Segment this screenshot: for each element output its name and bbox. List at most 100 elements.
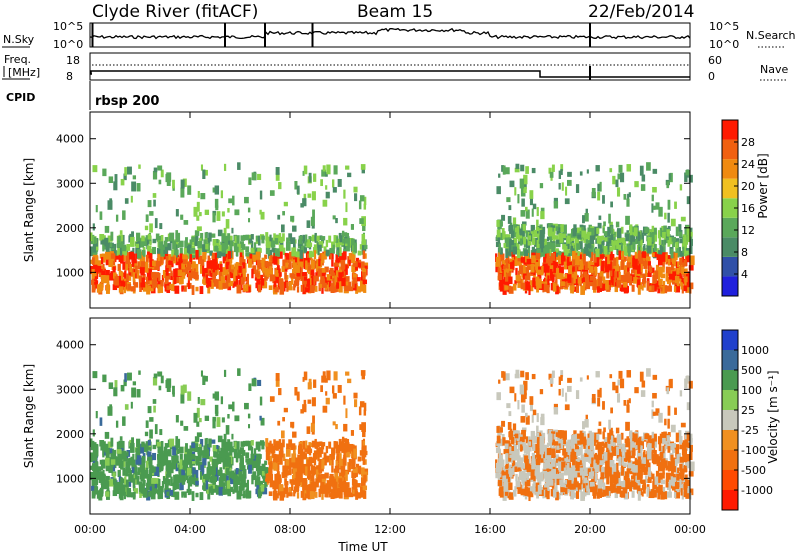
power-cell xyxy=(620,172,625,183)
velocity-cell xyxy=(275,373,280,381)
power-cell xyxy=(524,249,529,257)
power-cell xyxy=(212,259,216,269)
velocity-cell xyxy=(512,489,517,497)
power-cell xyxy=(140,261,146,269)
velocity-cell xyxy=(104,481,110,490)
velocity-cell xyxy=(551,469,556,479)
power-cell xyxy=(268,285,273,291)
velocity-cell xyxy=(512,443,518,453)
power-cell xyxy=(623,282,628,288)
nave-tick-low: 0 xyxy=(708,70,715,83)
velocity-cell xyxy=(606,475,610,485)
velocity-cell xyxy=(598,421,602,426)
velocity-cell xyxy=(549,377,554,384)
power-cell xyxy=(584,247,589,253)
velocity-cell xyxy=(533,435,538,444)
power-cell xyxy=(357,262,361,268)
power-cell xyxy=(181,285,184,292)
velocity-cell xyxy=(586,375,589,380)
power-cell xyxy=(221,233,226,242)
power-cell xyxy=(689,282,694,290)
velocity-cell xyxy=(499,427,503,433)
velocity-cell xyxy=(631,475,636,480)
power-cell xyxy=(182,178,187,187)
power-cell xyxy=(520,210,526,217)
velocity-cell xyxy=(321,444,325,450)
power-cell xyxy=(95,204,98,213)
velocity-cell xyxy=(661,431,664,437)
velocity-cell xyxy=(539,436,545,446)
power-cell xyxy=(117,263,121,271)
power-cell xyxy=(306,220,311,228)
velocity-cell xyxy=(361,373,365,380)
colorbar-tick-label: 8 xyxy=(741,246,748,259)
power-cell xyxy=(517,235,523,242)
velocity-cell xyxy=(553,403,558,410)
velocity-cell xyxy=(166,491,170,497)
power-cell xyxy=(612,268,616,278)
power-cell xyxy=(305,257,310,263)
power-cell xyxy=(609,268,614,277)
power-cell xyxy=(200,164,204,171)
velocity-cell xyxy=(156,441,161,448)
power-cell xyxy=(641,251,646,258)
velocity-cell xyxy=(306,445,311,454)
velocity-cell xyxy=(177,475,183,483)
velocity-cell xyxy=(504,491,509,496)
power-cell xyxy=(677,261,680,268)
velocity-cell xyxy=(252,453,257,462)
velocity-cell xyxy=(223,441,229,447)
velocity-cell xyxy=(91,475,95,485)
velocity-cell xyxy=(240,441,245,447)
velocity-cell xyxy=(344,491,350,498)
power-cell xyxy=(215,205,219,211)
velocity-cell xyxy=(681,459,685,469)
power-cell xyxy=(200,258,205,266)
power-cell xyxy=(540,248,545,257)
velocity-cell xyxy=(671,443,676,448)
velocity-cell xyxy=(497,473,500,480)
power-cell xyxy=(555,285,559,295)
velocity-cell xyxy=(517,464,522,472)
velocity-cell xyxy=(681,491,684,500)
velocity-cell xyxy=(578,460,582,466)
power-cell xyxy=(669,172,673,183)
power-cell xyxy=(321,238,325,244)
power-cell xyxy=(653,227,657,235)
velocity-cell xyxy=(245,452,250,459)
power-cell xyxy=(658,206,663,217)
power-cell xyxy=(605,279,609,290)
velocity-cell xyxy=(288,467,292,476)
power-cell xyxy=(641,174,646,182)
velocity-cell xyxy=(311,429,315,435)
power-cell xyxy=(314,275,319,282)
power-cell xyxy=(261,235,265,244)
power-cell xyxy=(662,231,666,239)
cpid-label: CPID xyxy=(6,91,35,104)
power-cell xyxy=(560,224,564,233)
velocity-cell xyxy=(299,472,303,480)
velocity-cell xyxy=(347,451,350,458)
power-cell xyxy=(353,277,357,284)
velocity-cell xyxy=(642,479,646,488)
velocity-cell xyxy=(168,466,173,471)
power-cell xyxy=(549,171,554,178)
velocity-cell xyxy=(513,466,518,473)
power-cell xyxy=(276,268,281,274)
power-cell xyxy=(107,235,113,242)
power-cell xyxy=(629,275,633,286)
power-cell xyxy=(314,285,318,292)
power-cell xyxy=(513,232,517,238)
velocity-cell xyxy=(522,479,527,486)
power-cell xyxy=(191,285,195,295)
velocity-cell xyxy=(566,445,569,455)
velocity-cell xyxy=(529,491,534,498)
power-cell xyxy=(230,270,234,279)
power-cell xyxy=(643,278,647,283)
power-cell xyxy=(251,254,257,261)
power-cell xyxy=(621,250,624,260)
velocity-cell xyxy=(324,472,329,479)
power-cell xyxy=(251,268,254,279)
power-cell xyxy=(134,258,137,264)
power-cell xyxy=(627,193,630,202)
